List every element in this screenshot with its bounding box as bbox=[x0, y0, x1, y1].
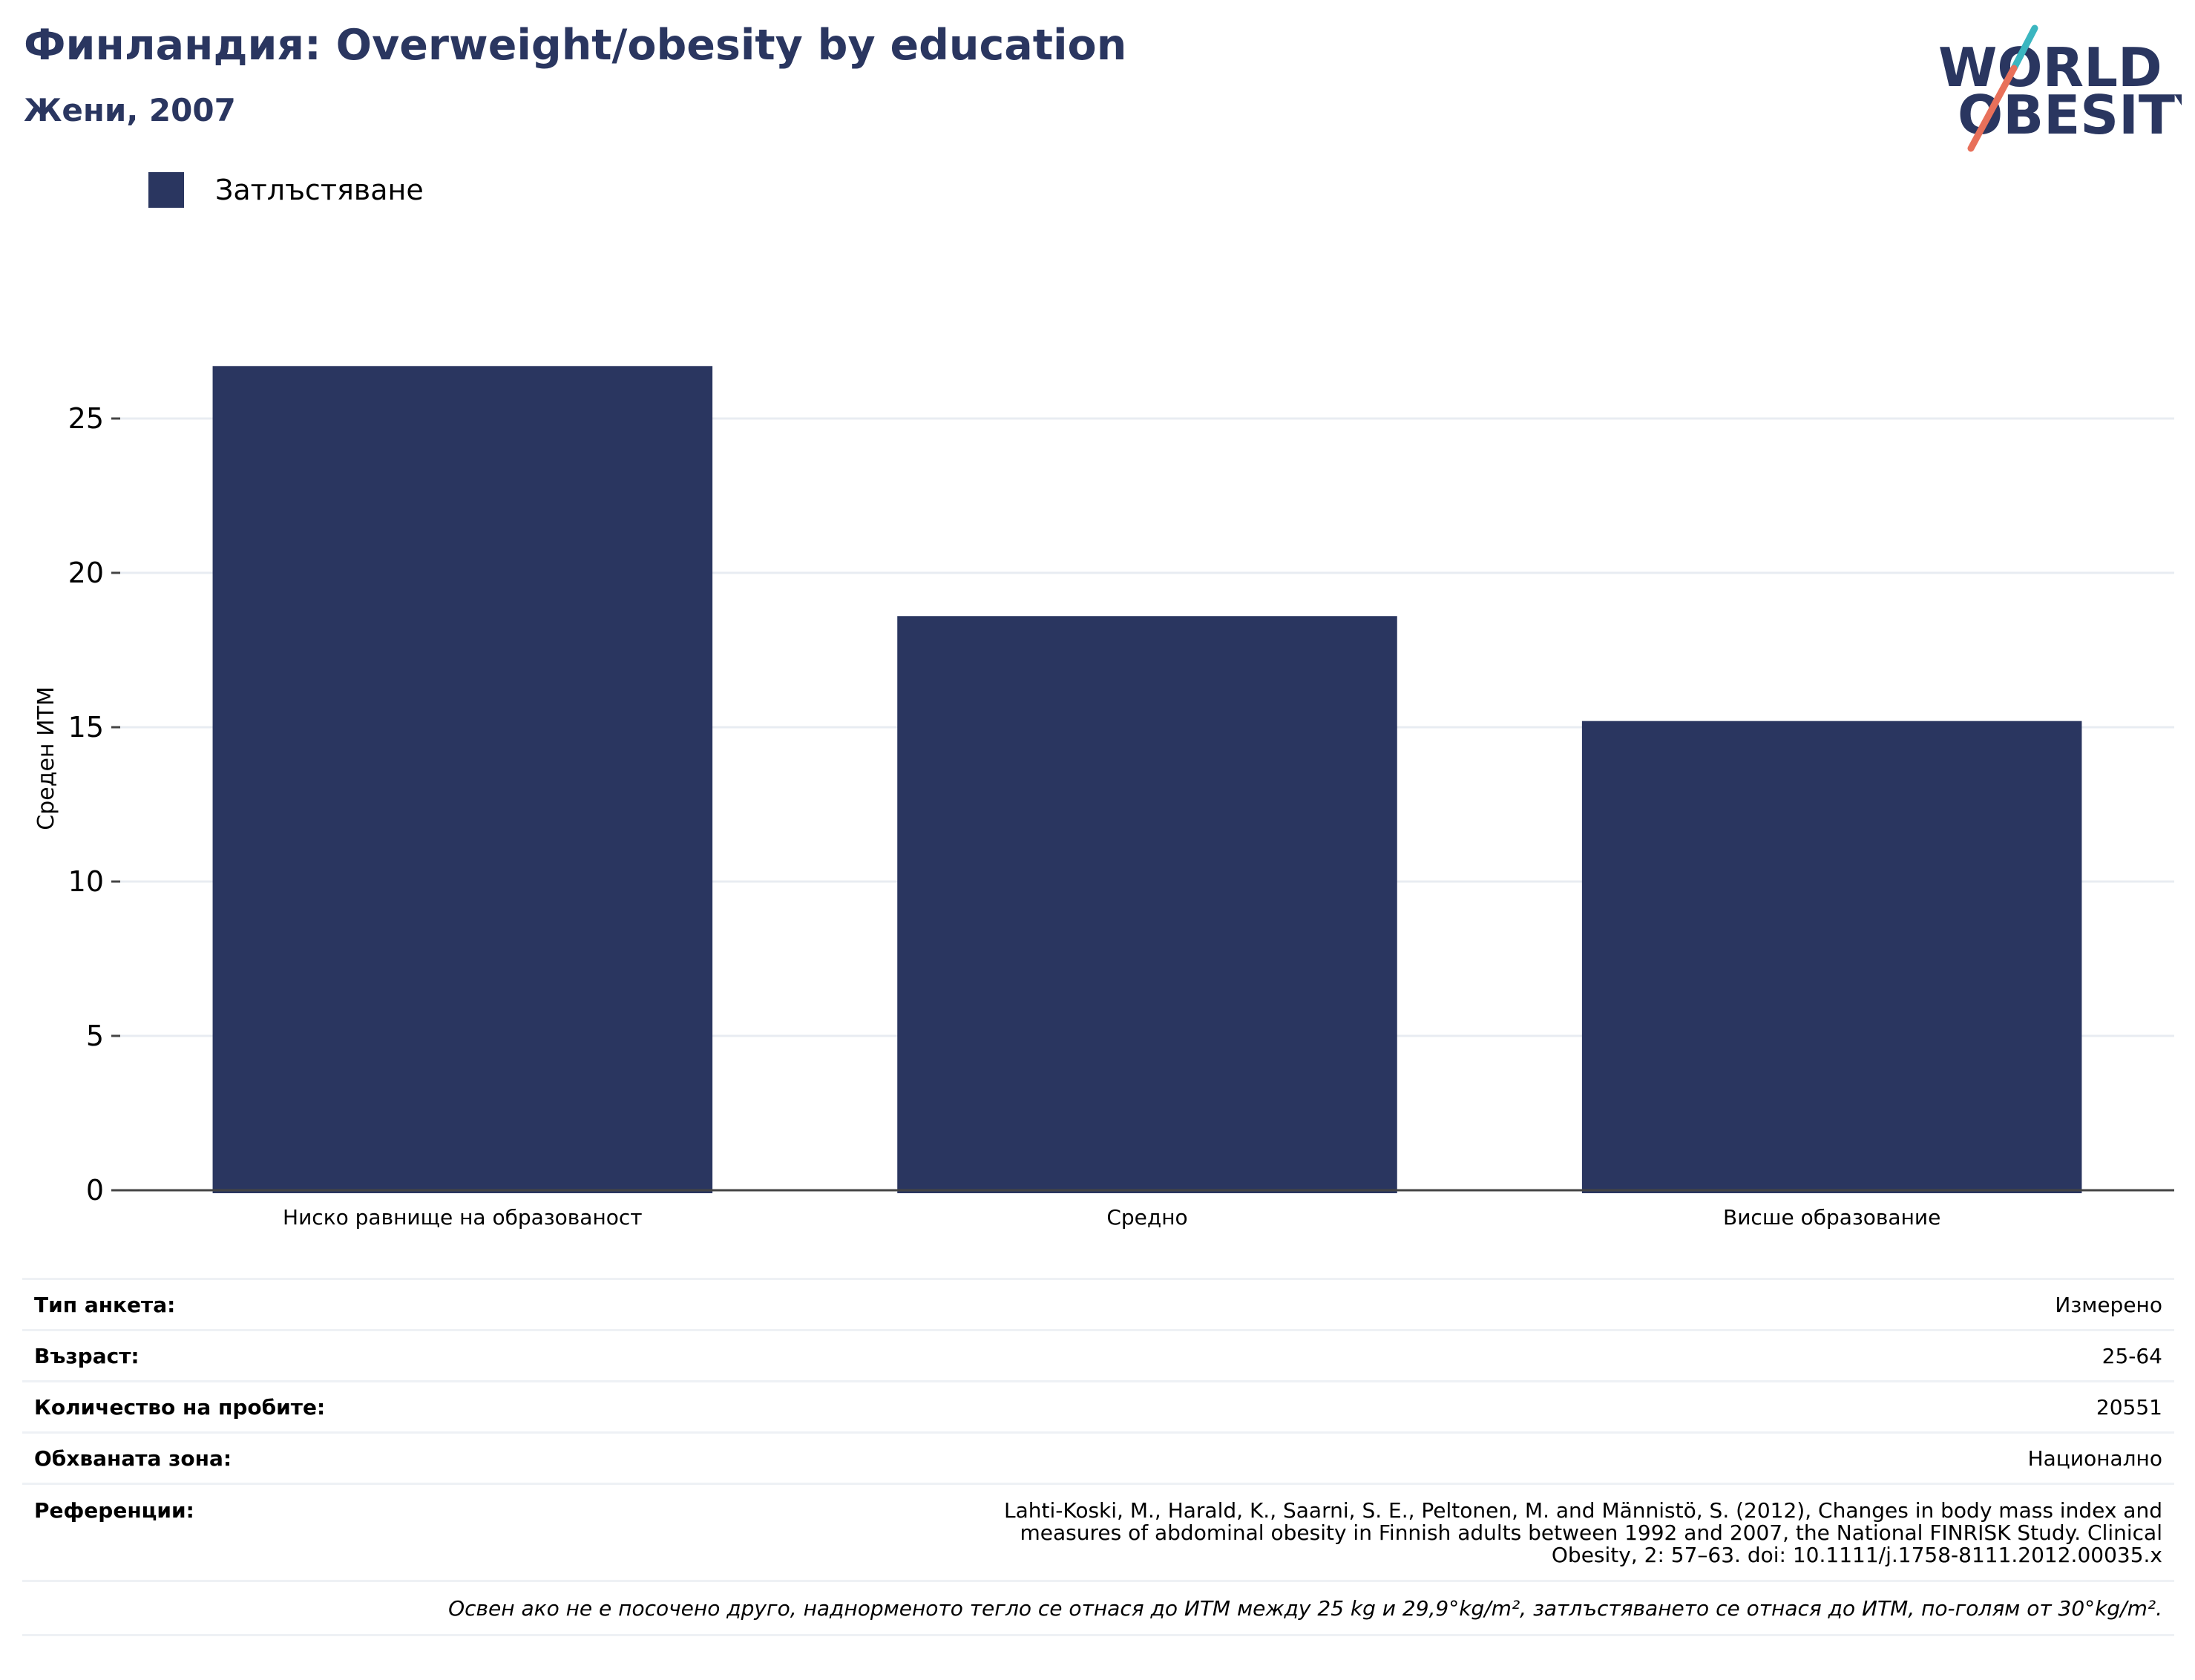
survey-type-value: Измерено bbox=[2055, 1292, 2162, 1317]
x-axis-labels: Ниско равнище на образованост Средно Висше… bbox=[283, 1205, 1940, 1230]
y-tick-label: 20 bbox=[68, 557, 104, 589]
age-row: Възраст: 25-64 bbox=[22, 1330, 2174, 1382]
bar-chart: 0 5 10 15 20 25 Ниско равнище на образованост… bbox=[33, 366, 2174, 1230]
reference-label: Референции: bbox=[34, 1498, 194, 1523]
chart-subtitle: Жени, 2007 bbox=[24, 92, 236, 128]
x-tick-label: Ниско равнище на образованост bbox=[283, 1205, 643, 1230]
y-tick-label: 25 bbox=[68, 402, 104, 435]
survey-type-label: Тип анкета: bbox=[34, 1292, 176, 1317]
legend-swatch bbox=[148, 172, 184, 208]
note-row: Освен ако не е посочено друго, наднормен… bbox=[22, 1581, 2174, 1635]
y-axis-ticks: 0 5 10 15 20 25 bbox=[68, 402, 120, 1207]
age-value: 25-64 bbox=[2102, 1343, 2162, 1368]
definition-note: Освен ако не е посочено друго, наднормен… bbox=[448, 1595, 2162, 1621]
sample-value: 20551 bbox=[2096, 1394, 2162, 1420]
area-row: Обхваната зона: Национално bbox=[22, 1432, 2174, 1484]
world-obesity-logo: WORLD OBESITY bbox=[1938, 24, 2182, 152]
sample-row: Количество на пробите: 20551 bbox=[22, 1381, 2174, 1433]
logo-teal-slash bbox=[2010, 24, 2038, 72]
x-tick-label: Средно bbox=[1106, 1205, 1187, 1230]
sample-label: Количество на пробите: bbox=[34, 1394, 326, 1420]
info-table: Тип анкета: Измерено Възраст: 25-64 Коли… bbox=[22, 1278, 2174, 1636]
reference-value: Lahti-Koski, M., Harald, K., Saarni, S. … bbox=[1004, 1498, 2162, 1567]
area-label: Обхваната зона: bbox=[34, 1446, 232, 1471]
area-value: Национално bbox=[2027, 1446, 2162, 1471]
logo-line1: WORLD bbox=[1938, 36, 2162, 99]
y-tick-label: 0 bbox=[86, 1174, 104, 1207]
survey-type-row: Тип анкета: Измерено bbox=[22, 1279, 2174, 1330]
y-tick-label: 15 bbox=[68, 711, 104, 744]
chart-title: Финландия: Overweight/obesity by educati… bbox=[24, 21, 1127, 70]
chart-legend: Затлъстяване bbox=[148, 172, 424, 208]
bar bbox=[212, 366, 713, 1193]
bar bbox=[897, 616, 1397, 1193]
logo-line2: OBESITY bbox=[1958, 84, 2182, 146]
bars bbox=[212, 366, 2082, 1193]
reference-row: Референции: Lahti-Koski, M., Harald, K.,… bbox=[22, 1483, 2174, 1581]
y-tick-label: 5 bbox=[86, 1020, 104, 1052]
age-label: Възраст: bbox=[34, 1343, 140, 1368]
y-axis-label: Среден ИТМ bbox=[33, 686, 59, 830]
y-tick-label: 10 bbox=[68, 865, 104, 898]
logo-coral-slash bbox=[1967, 65, 2018, 152]
x-tick-label: Висше образование bbox=[1723, 1205, 1940, 1230]
bar bbox=[1581, 721, 2082, 1193]
legend-label: Затлъстяване bbox=[215, 174, 424, 206]
